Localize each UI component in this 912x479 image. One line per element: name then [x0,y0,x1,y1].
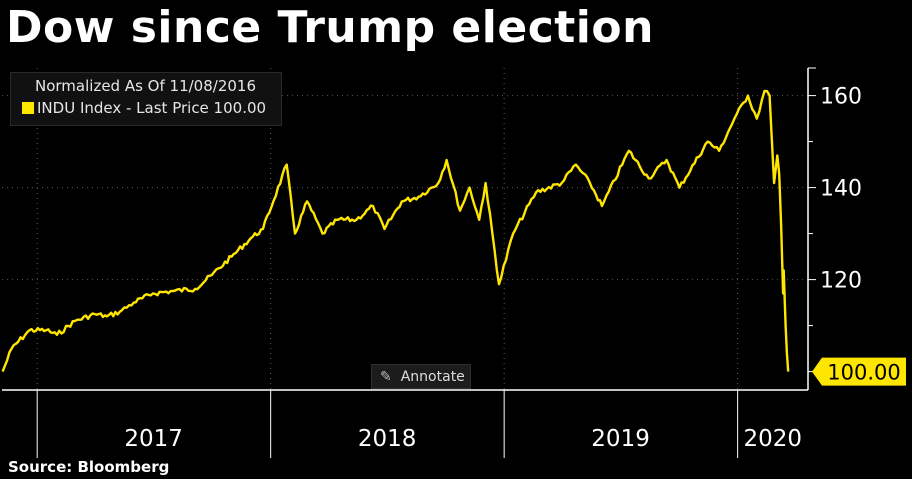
x-tick-label: 2017 [124,426,183,452]
x-tick-label: 2018 [358,426,417,452]
chart-title: Dow since Trump election [6,2,654,53]
legend: Normalized As Of 11/08/2016 INDU Index -… [10,72,282,126]
y-tick-label: 120 [820,269,862,294]
legend-swatch [22,102,34,114]
last-price-tag [812,357,906,386]
x-tick-label: 2020 [744,426,803,452]
legend-note: Normalized As Of 11/08/2016 [35,77,256,95]
y-tick-label: 140 [820,177,862,202]
annotate-label: Annotate [400,368,465,385]
source-note: Source: Bloomberg [8,458,170,476]
annotate-button[interactable]: ✎ Annotate [371,364,471,389]
series-line-indu [1,89,790,373]
legend-entry: INDU Index - Last Price 100.00 [37,99,267,117]
pencil-icon: ✎ [380,368,392,385]
x-tick-label: 2019 [591,426,650,452]
last-price-label: 100.00 [827,361,900,385]
y-tick-label: 160 [820,85,862,110]
